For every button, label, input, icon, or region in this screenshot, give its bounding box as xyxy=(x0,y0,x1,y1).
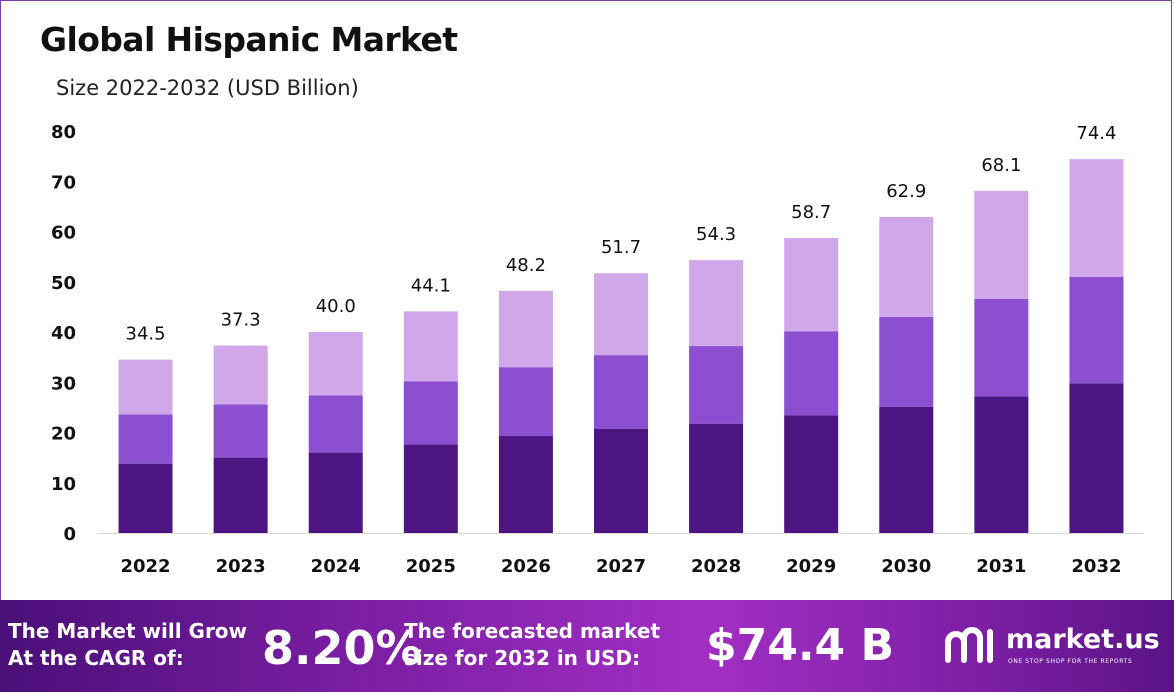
bar-total-label: 58.7 xyxy=(791,202,831,223)
bar-segment-2 xyxy=(974,298,1029,397)
bar-segment-3 xyxy=(974,190,1029,299)
bar-segment-3 xyxy=(403,311,458,382)
bar-segment-1 xyxy=(784,415,839,533)
bar-segment-3 xyxy=(308,332,363,396)
bar-total-label: 68.1 xyxy=(981,155,1021,176)
bar-segment-1 xyxy=(308,452,363,533)
bar-segment-1 xyxy=(974,396,1029,533)
bar-total-label: 54.3 xyxy=(696,224,736,245)
cagr-value: 8.20% xyxy=(262,621,422,675)
bar-segment-3 xyxy=(498,290,553,368)
bar-segment-2 xyxy=(784,331,839,416)
bar-chart: 0102030405060708034.5202237.3202340.0202… xyxy=(51,122,1144,577)
forecast-label: The forecasted market size for 2032 in U… xyxy=(404,618,660,672)
brand-tagline: ONE STOP SHOP FOR THE REPORTS xyxy=(1008,658,1133,665)
bar-segment-2 xyxy=(213,404,268,458)
bar-segment-1 xyxy=(403,444,458,533)
bar-segment-1 xyxy=(1069,383,1124,533)
cagr-label-line1: The Market will Grow xyxy=(8,619,248,643)
bar-segment-1 xyxy=(689,423,744,533)
bar-segment-1 xyxy=(594,428,648,533)
forecast-label-line2: size for 2032 in USD: xyxy=(404,646,641,670)
x-tick-label: 2029 xyxy=(786,556,836,577)
bar-total-label: 51.7 xyxy=(601,237,641,258)
chart-subtitle: Size 2022-2032 (USD Billion) xyxy=(56,76,359,100)
bar-segment-2 xyxy=(403,381,458,445)
bar-segment-2 xyxy=(118,414,173,464)
x-tick-label: 2025 xyxy=(406,556,456,577)
y-tick-label: 20 xyxy=(51,424,76,445)
bar-segment-1 xyxy=(213,457,268,533)
bar-total-label: 74.4 xyxy=(1076,123,1116,144)
bar-total-label: 62.9 xyxy=(886,181,926,202)
y-tick-label: 10 xyxy=(51,474,76,495)
bar-segment-2 xyxy=(594,355,648,429)
bar-total-label: 44.1 xyxy=(411,275,451,296)
brand-name: market.us xyxy=(1006,624,1160,655)
x-tick-label: 2024 xyxy=(311,556,361,577)
y-tick-label: 80 xyxy=(51,122,76,143)
chart-title: Global Hispanic Market xyxy=(40,20,458,59)
bar-segment-3 xyxy=(784,238,839,332)
bar-segment-3 xyxy=(879,216,934,317)
bar-segment-3 xyxy=(689,260,744,347)
brand-logo: market.us ONE STOP SHOP FOR THE REPORTS xyxy=(944,624,1164,674)
forecast-value: $74.4 B xyxy=(706,620,895,671)
x-tick-label: 2030 xyxy=(881,556,931,577)
bar-total-label: 34.5 xyxy=(126,324,166,345)
x-tick-label: 2031 xyxy=(976,556,1026,577)
forecast-label-line1: The forecasted market xyxy=(404,619,661,643)
y-tick-label: 50 xyxy=(51,273,76,294)
bar-segment-2 xyxy=(879,316,934,407)
bar-segment-3 xyxy=(118,359,173,415)
bar-segment-3 xyxy=(213,345,268,405)
x-tick-label: 2032 xyxy=(1071,556,1121,577)
bar-total-label: 40.0 xyxy=(316,296,356,317)
y-tick-label: 70 xyxy=(51,172,76,193)
bar-total-label: 48.2 xyxy=(506,255,546,276)
x-tick-label: 2028 xyxy=(691,556,741,577)
cagr-label: The Market will Grow At the CAGR of: xyxy=(8,618,247,672)
x-tick-label: 2026 xyxy=(501,556,551,577)
y-tick-label: 30 xyxy=(51,373,76,394)
bar-segment-1 xyxy=(118,463,173,533)
bar-segment-1 xyxy=(498,436,553,533)
y-tick-label: 40 xyxy=(51,323,76,344)
bar-segment-3 xyxy=(1069,159,1124,277)
bar-segment-2 xyxy=(689,346,744,424)
x-tick-label: 2022 xyxy=(120,556,170,577)
bar-segment-3 xyxy=(594,273,648,356)
bar-segment-2 xyxy=(308,395,363,453)
x-tick-label: 2027 xyxy=(596,556,646,577)
bar-segment-2 xyxy=(498,367,553,437)
footer-banner: The Market will Grow At the CAGR of: 8.2… xyxy=(0,600,1174,692)
y-tick-label: 60 xyxy=(51,223,76,244)
y-tick-label: 0 xyxy=(63,524,76,545)
bar-segment-1 xyxy=(879,406,934,533)
cagr-label-line2: At the CAGR of: xyxy=(8,646,184,670)
market-us-logo-icon xyxy=(945,627,993,663)
bar-total-label: 37.3 xyxy=(221,310,261,331)
bar-segment-2 xyxy=(1069,276,1124,384)
x-tick-label: 2023 xyxy=(216,556,266,577)
